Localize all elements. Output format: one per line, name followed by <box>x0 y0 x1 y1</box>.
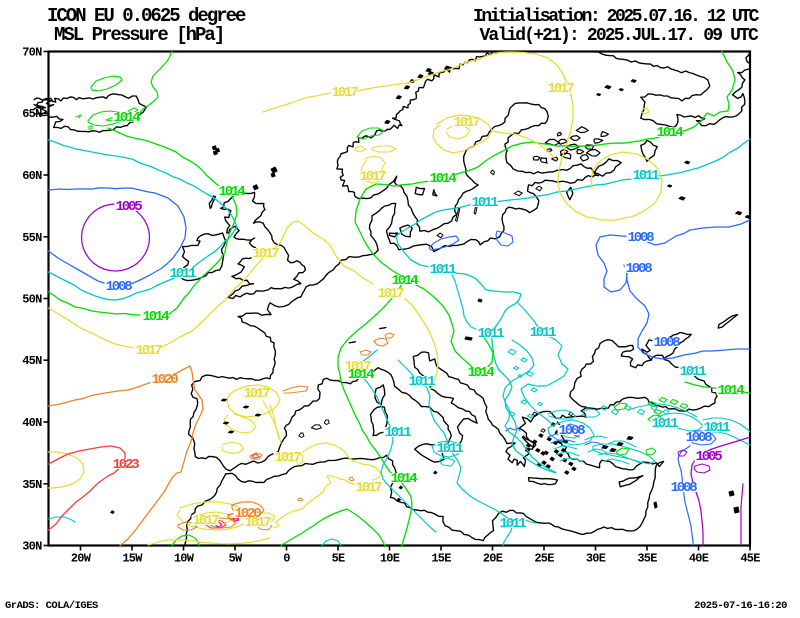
svg-text:1017: 1017 <box>454 115 481 131</box>
svg-text:1011: 1011 <box>500 516 527 532</box>
svg-text:1008: 1008 <box>686 430 713 446</box>
svg-text:1017: 1017 <box>548 81 575 97</box>
svg-text:1017: 1017 <box>356 480 383 496</box>
svg-text:1014: 1014 <box>114 110 141 126</box>
svg-text:2025-07-16-16:20: 2025-07-16-16:20 <box>694 600 787 612</box>
svg-text:45E: 45E <box>740 552 760 566</box>
svg-text:1017: 1017 <box>253 246 280 262</box>
svg-text:1017: 1017 <box>193 513 220 529</box>
svg-text:1011: 1011 <box>430 262 457 278</box>
svg-text:1008: 1008 <box>106 279 133 295</box>
svg-text:1011: 1011 <box>530 325 557 341</box>
svg-text:1005: 1005 <box>696 449 723 465</box>
svg-text:Initialisation: 2025.07.16. 12: Initialisation: 2025.07.16. 12 UTC <box>473 7 760 27</box>
svg-text:1014: 1014 <box>219 184 246 200</box>
svg-text:1008: 1008 <box>654 335 681 351</box>
svg-text:1017: 1017 <box>360 169 387 185</box>
svg-text:35E: 35E <box>637 552 657 566</box>
svg-text:1014: 1014 <box>718 383 745 399</box>
svg-text:1011: 1011 <box>437 441 464 457</box>
svg-text:1014: 1014 <box>348 367 375 383</box>
svg-text:1011: 1011 <box>409 374 436 390</box>
svg-text:1017: 1017 <box>136 343 163 359</box>
svg-text:1014: 1014 <box>430 171 457 187</box>
svg-text:1011: 1011 <box>385 425 412 441</box>
svg-text:1017: 1017 <box>332 85 359 101</box>
svg-text:60N: 60N <box>22 169 42 183</box>
svg-text:65N: 65N <box>22 107 42 121</box>
svg-text:5E: 5E <box>332 552 345 566</box>
svg-text:25E: 25E <box>534 552 554 566</box>
svg-text:1011: 1011 <box>652 416 679 432</box>
svg-text:1011: 1011 <box>170 266 197 282</box>
svg-text:55N: 55N <box>22 231 42 245</box>
svg-text:ICON EU 0.0625 degree: ICON EU 0.0625 degree <box>47 5 246 27</box>
svg-text:10E: 10E <box>380 552 400 566</box>
svg-text:1011: 1011 <box>472 195 499 211</box>
svg-text:20W: 20W <box>71 552 92 566</box>
svg-text:45N: 45N <box>22 354 42 368</box>
svg-text:1014: 1014 <box>392 273 419 289</box>
svg-text:5W: 5W <box>229 552 243 566</box>
svg-text:1008: 1008 <box>559 423 586 439</box>
svg-text:30N: 30N <box>22 540 42 554</box>
svg-text:35N: 35N <box>22 478 42 492</box>
svg-text:Valid(+21): 2025.JUL.17. 09 UT: Valid(+21): 2025.JUL.17. 09 UTC <box>479 26 759 46</box>
svg-text:40N: 40N <box>22 416 42 430</box>
svg-text:1011: 1011 <box>478 326 505 342</box>
svg-text:MSL Pressure [hPa]: MSL Pressure [hPa] <box>54 24 223 46</box>
svg-text:1011: 1011 <box>680 364 707 380</box>
svg-text:1008: 1008 <box>626 261 653 277</box>
svg-text:1008: 1008 <box>671 480 698 496</box>
svg-text:50N: 50N <box>22 293 42 307</box>
svg-text:1020: 1020 <box>152 372 179 388</box>
svg-text:15W: 15W <box>122 552 143 566</box>
svg-text:1017: 1017 <box>245 515 272 531</box>
svg-text:1017: 1017 <box>244 386 271 402</box>
svg-text:10W: 10W <box>174 552 195 566</box>
svg-text:1008: 1008 <box>628 230 655 246</box>
svg-text:GrADS: COLA/IGES: GrADS: COLA/IGES <box>5 600 98 612</box>
svg-text:1017: 1017 <box>378 286 405 302</box>
svg-text:1014: 1014 <box>657 125 684 141</box>
svg-text:1014: 1014 <box>391 471 418 487</box>
svg-text:1005: 1005 <box>116 199 143 215</box>
svg-text:1023: 1023 <box>113 457 140 473</box>
svg-text:1014: 1014 <box>468 365 495 381</box>
svg-text:1017: 1017 <box>275 450 302 466</box>
svg-text:15E: 15E <box>431 552 451 566</box>
svg-text:40E: 40E <box>689 552 709 566</box>
svg-text:1014: 1014 <box>143 309 170 325</box>
svg-text:20E: 20E <box>483 552 503 566</box>
svg-text:70N: 70N <box>22 46 42 60</box>
svg-text:30E: 30E <box>586 552 606 566</box>
svg-text:0: 0 <box>283 552 290 566</box>
svg-text:1011: 1011 <box>633 168 660 184</box>
